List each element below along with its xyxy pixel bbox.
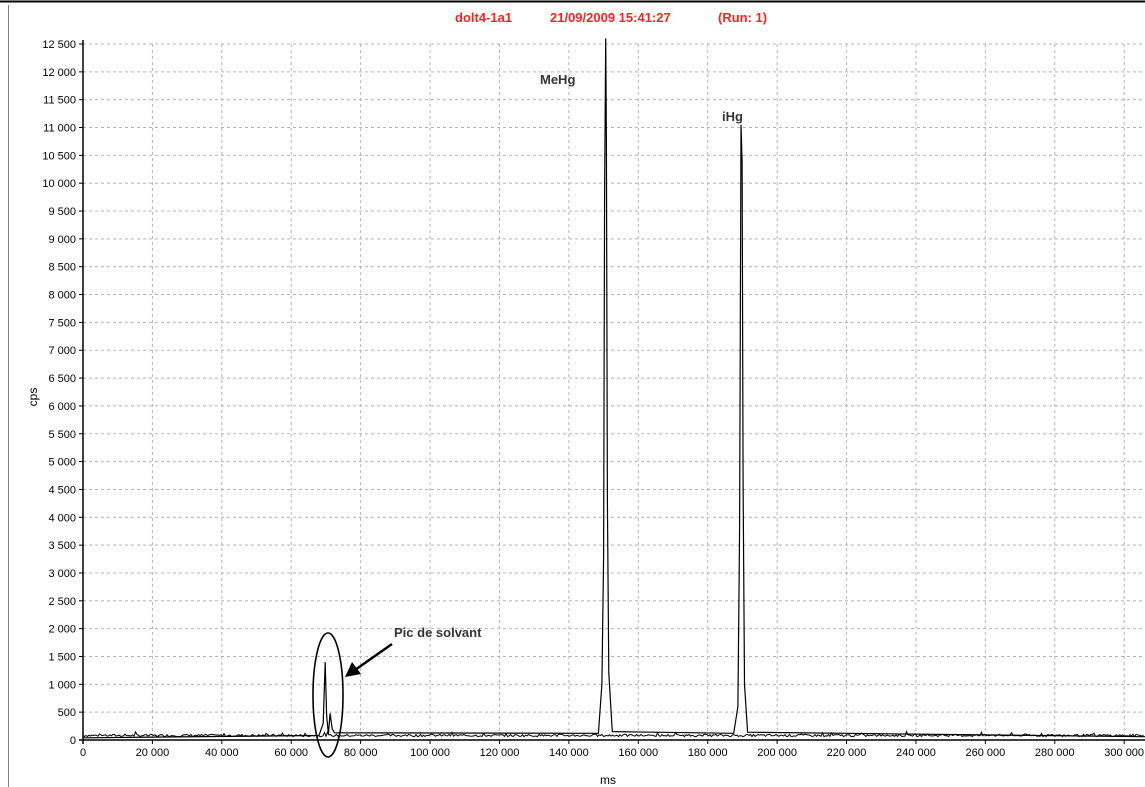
baseline-noise-path: [82, 730, 1144, 738]
plot-area: [83, 44, 1145, 740]
x-tick-label: 20 000: [136, 747, 170, 759]
y-tick-label: 10 500: [42, 150, 76, 162]
x-tick-label: 220 000: [827, 747, 867, 759]
y-tick-label: 1 000: [48, 679, 76, 691]
y-tick-label: 8 500: [48, 262, 76, 274]
x-tick-label: 200 000: [757, 747, 797, 759]
x-axis-label: ms: [600, 773, 616, 787]
x-tick-label: 240 000: [896, 747, 936, 759]
x-tick-label: 280 000: [1035, 747, 1075, 759]
x-tick-label: 160 000: [618, 747, 658, 759]
grid-lines: [83, 43, 1145, 740]
title-datetime: 21/09/2009 15:41:27: [550, 10, 671, 25]
y-tick-label: 0: [70, 735, 76, 747]
y-tick-label: 7 000: [48, 345, 76, 357]
title-sample: dolt4-1a1: [455, 10, 512, 25]
y-tick-label: 5 500: [48, 429, 76, 441]
y-axis-ticks: 0 500 1 000 1 500 2 000 2 500 3 000 3 500 4 000 4…: [42, 39, 83, 747]
solvent-arrow: [345, 642, 393, 677]
y-tick-label: 6 500: [48, 373, 76, 385]
y-tick-label: 6 000: [48, 401, 76, 413]
x-tick-label: 0: [80, 747, 86, 759]
series-line: [82, 38, 1145, 739]
x-tick-label: 140 000: [549, 747, 589, 759]
x-tick-label: 40 000: [205, 747, 239, 759]
y-tick-label: 12 000: [42, 67, 76, 79]
x-tick-label: 120 000: [480, 747, 520, 759]
y-tick-label: 11 000: [43, 123, 76, 135]
y-tick-label: 1 500: [48, 651, 76, 663]
annotation-solvent-peak: Pic de solvant: [394, 625, 482, 640]
y-tick-label: 9 000: [48, 234, 76, 246]
y-axis-label: cps: [26, 388, 40, 407]
x-tick-label: 180 000: [688, 747, 728, 759]
y-tick-label: 500: [58, 707, 76, 719]
chart-title: dolt4-1a1 21/09/2009 15:41:27 (Run: 1): [455, 10, 767, 25]
y-tick-label: 3 000: [48, 568, 76, 580]
x-tick-label: 100 000: [410, 747, 450, 759]
y-tick-label: 10 000: [42, 178, 76, 190]
y-tick-label: 11 500: [43, 95, 76, 107]
x-tick-label: 80 000: [344, 747, 378, 759]
y-tick-label: 2 500: [48, 596, 76, 608]
solvent-peak-circle: [312, 632, 344, 758]
x-tick-label: 260 000: [965, 747, 1005, 759]
y-tick-label: 5 000: [48, 457, 76, 469]
x-tick-label: 60 000: [274, 747, 308, 759]
x-axis-ticks: 0 20 000 40 000 60 000 80 000 100 000 120 000 1…: [80, 740, 1144, 759]
baseline-noise: [82, 730, 1144, 738]
y-tick-label: 3 500: [48, 540, 76, 552]
title-run: (Run: 1): [718, 10, 767, 25]
y-tick-label: 12 500: [42, 39, 76, 51]
annotation-ihg: iHg: [722, 109, 743, 124]
y-tick-label: 9 500: [48, 206, 76, 218]
y-tick-label: 4 000: [48, 512, 76, 524]
y-tick-label: 4 500: [48, 484, 76, 496]
y-tick-label: 2 000: [48, 624, 76, 636]
y-tick-label: 8 000: [48, 290, 76, 302]
y-tick-label: 7 500: [48, 317, 76, 329]
annotation-mehg: MeHg: [540, 72, 575, 87]
x-tick-label: 300 000: [1104, 747, 1144, 759]
